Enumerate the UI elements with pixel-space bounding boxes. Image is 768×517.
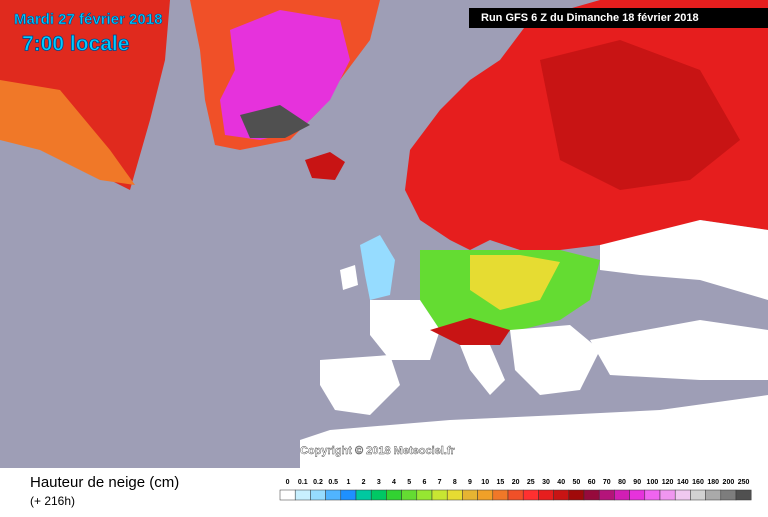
legend-label: 4 xyxy=(392,479,396,486)
legend-label: 2 xyxy=(362,479,366,486)
land-italy xyxy=(460,345,505,395)
legend-swatch xyxy=(340,489,357,501)
legend-label: 60 xyxy=(588,479,596,486)
legend-swatch xyxy=(629,489,646,501)
legend-swatch xyxy=(674,489,691,501)
legend-swatch xyxy=(507,489,524,501)
legend-swatch xyxy=(553,489,570,501)
land-britain xyxy=(360,235,395,300)
legend-swatch xyxy=(431,489,448,501)
legend-swatch xyxy=(294,489,311,501)
legend-label: 0 xyxy=(286,479,290,486)
legend-label: 1 xyxy=(346,479,350,486)
legend-swatch xyxy=(310,489,326,501)
legend-label: 50 xyxy=(573,479,581,486)
legend-label: 160 xyxy=(692,479,704,486)
legend-swatch xyxy=(416,489,433,501)
legend-swatch xyxy=(538,489,554,501)
legend-label: 100 xyxy=(647,479,659,486)
legend-label: 140 xyxy=(677,479,689,486)
legend-label: 8 xyxy=(453,479,457,486)
legend-label: 250 xyxy=(738,479,750,486)
land-iceland xyxy=(305,152,345,180)
legend-label: 5 xyxy=(407,479,411,486)
legend-swatch xyxy=(598,489,615,501)
legend-label: 200 xyxy=(723,479,735,486)
footer-title: Hauteur de neige (cm) xyxy=(30,474,179,491)
legend-label: 0.5 xyxy=(328,479,338,486)
legend-label: 15 xyxy=(497,479,505,486)
land-greenland xyxy=(220,10,350,140)
legend-swatch xyxy=(614,489,630,501)
land-south-russia xyxy=(600,220,768,300)
legend-label: 3 xyxy=(377,479,381,486)
legend-swatch xyxy=(279,489,296,501)
land-iberia xyxy=(320,355,400,415)
legend-swatch xyxy=(659,489,676,501)
land-turkey xyxy=(590,320,768,380)
legend-swatch xyxy=(690,489,706,501)
land-france xyxy=(370,300,440,360)
land-alps xyxy=(430,318,510,345)
legend-label: 70 xyxy=(603,479,611,486)
legend-label: 10 xyxy=(481,479,489,486)
land-greenland-core xyxy=(240,105,310,138)
legend-swatch xyxy=(583,489,600,501)
legend-swatch xyxy=(492,489,509,501)
legend-swatch xyxy=(644,489,661,501)
run-info: Run GFS 6 Z du Dimanche 18 février 2018 xyxy=(481,12,699,24)
land-snow-band xyxy=(0,80,135,185)
legend-swatch xyxy=(568,489,585,501)
legend-label: 120 xyxy=(662,479,674,486)
land-north-america xyxy=(0,0,170,190)
legend-swatch xyxy=(386,489,402,501)
legend-label: 0.2 xyxy=(313,479,323,486)
forecast-lead: (+ 216h) xyxy=(30,494,75,508)
legend: 0 0.1 0.2 0.5 1 2 3 4 5 6 7 8 9 10 15 20 25 30 40 50 60 70 80 9… xyxy=(279,479,752,501)
land-balkans xyxy=(510,325,600,395)
copyright: Copyright © 2018 Meteociel.fr xyxy=(300,445,456,457)
forecast-date: Mardi 27 février 2018 xyxy=(14,11,162,28)
land-north-africa xyxy=(300,395,768,468)
legend-label: 0.1 xyxy=(298,479,308,486)
legend-label: 20 xyxy=(512,479,520,486)
land-russia-core xyxy=(540,40,740,190)
legend-swatch xyxy=(446,489,463,501)
legend-label: 80 xyxy=(618,479,626,486)
legend-swatch xyxy=(720,489,737,501)
legend-swatch xyxy=(477,489,494,501)
legend-swatch xyxy=(462,489,478,501)
land-ireland xyxy=(340,265,358,290)
legend-swatch xyxy=(401,489,418,501)
legend-label: 6 xyxy=(422,479,426,486)
forecast-time: 7:00 locale xyxy=(22,33,129,56)
legend-label: 30 xyxy=(542,479,550,486)
legend-swatch xyxy=(705,489,722,501)
legend-swatch xyxy=(355,489,372,501)
legend-swatch xyxy=(325,489,342,501)
legend-swatch xyxy=(735,489,752,501)
legend-label: 25 xyxy=(527,479,535,486)
run-box xyxy=(469,8,768,28)
land-central-core xyxy=(470,255,560,310)
legend-swatch xyxy=(522,489,539,501)
legend-label: 40 xyxy=(557,479,565,486)
legend-label: 9 xyxy=(468,479,472,486)
legend-label: 90 xyxy=(633,479,641,486)
legend-swatch xyxy=(370,489,387,501)
legend-label: 7 xyxy=(438,479,442,486)
legend-label: 180 xyxy=(707,479,719,486)
